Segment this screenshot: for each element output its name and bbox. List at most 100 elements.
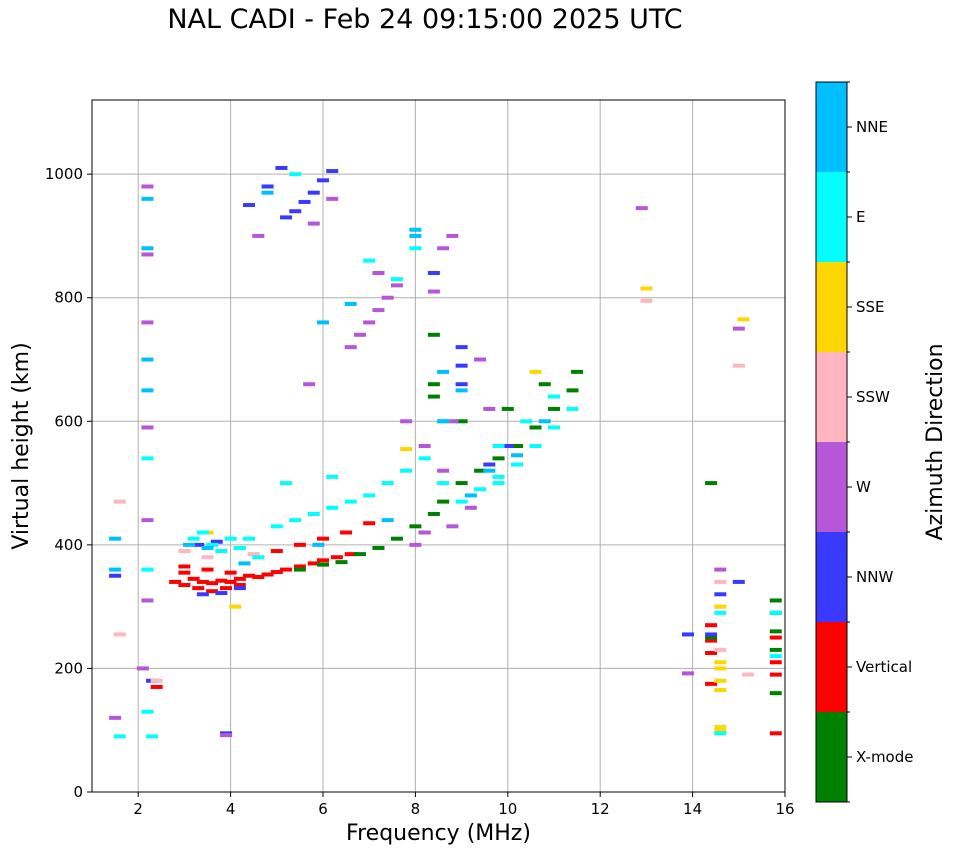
data-point-nnw — [455, 363, 468, 368]
colorbar-label: X-mode — [856, 748, 913, 766]
data-point-nnw — [483, 462, 496, 467]
data-point-vertical — [178, 570, 191, 575]
data-point-x-mode — [372, 545, 385, 550]
data-point-x-mode — [455, 419, 468, 424]
data-point-w — [464, 505, 477, 510]
data-point-e — [520, 419, 533, 424]
data-point-vertical — [293, 564, 306, 569]
data-point-w — [437, 246, 450, 251]
data-point-vertical — [705, 638, 718, 643]
data-point-nnw — [280, 215, 293, 220]
data-point-e — [381, 481, 394, 486]
data-point-x-mode — [529, 425, 542, 430]
x-axis-label: Frequency (MHz) — [346, 821, 531, 846]
data-point-w — [474, 357, 487, 362]
data-point-ssw — [732, 363, 745, 368]
data-point-e — [289, 518, 302, 523]
data-point-vertical — [215, 578, 228, 583]
data-point-x-mode — [474, 468, 487, 473]
colorbar-label: SSW — [856, 388, 890, 406]
data-point-nnw — [215, 591, 228, 596]
data-point-nne — [538, 419, 551, 424]
data-point-vertical — [178, 564, 191, 569]
data-point-w — [141, 598, 154, 603]
data-point-nnw — [233, 586, 246, 591]
data-point-nnw — [681, 632, 694, 637]
data-point-sse — [640, 286, 653, 291]
data-point-e — [769, 610, 782, 615]
y-tick-label: 1000 — [45, 165, 83, 183]
data-point-x-mode — [335, 560, 348, 565]
data-point-w — [307, 221, 320, 226]
data-point-e — [363, 493, 376, 498]
data-point-sse — [529, 369, 542, 374]
data-point-nnw — [289, 209, 302, 214]
data-point-vertical — [219, 586, 232, 591]
data-point-w — [714, 567, 727, 572]
colorbar-swatch-nnw — [816, 532, 847, 622]
data-point-vertical — [769, 731, 782, 736]
data-point-vertical — [196, 579, 209, 584]
data-point-ssw — [113, 499, 126, 504]
data-point-nne — [464, 493, 477, 498]
data-point-vertical — [187, 576, 200, 581]
data-point-nne — [312, 542, 325, 547]
data-point-vertical — [705, 650, 718, 655]
data-point-x-mode — [538, 382, 551, 387]
data-point-x-mode — [427, 382, 440, 387]
plot-frame — [91, 99, 786, 793]
data-point-vertical — [233, 583, 246, 588]
data-point-e — [224, 536, 237, 541]
data-point-e — [196, 530, 209, 535]
data-point-nne — [183, 542, 196, 547]
data-point-ssw — [178, 549, 191, 554]
data-point-nne — [141, 196, 154, 201]
colorbar-swatch-ssw — [816, 352, 847, 442]
data-point-nnw — [501, 444, 514, 448]
data-point-nnw — [714, 592, 727, 597]
data-point-nne — [141, 388, 154, 393]
data-point-vertical — [307, 561, 320, 566]
data-point-nne — [437, 369, 450, 374]
colorbar-label: NNE — [856, 118, 888, 136]
data-point-e — [280, 481, 293, 486]
data-point-nnw — [275, 165, 288, 170]
data-point-vertical — [317, 536, 329, 541]
data-point-ssw — [714, 647, 727, 652]
data-point-nne — [109, 567, 122, 572]
data-point-w — [109, 715, 122, 720]
data-point-x-mode — [427, 511, 440, 516]
data-point-w — [303, 382, 316, 387]
colorbar-title: Azimuth Direction — [923, 343, 948, 540]
y-tick-label: 600 — [54, 412, 83, 430]
data-point-w — [344, 345, 357, 350]
axis-ticks: 2 4 6 8 10 12 14 16 0 200 400 600 800 1000 — [45, 165, 795, 818]
data-point-ssw — [113, 632, 126, 637]
data-point-x-mode — [511, 444, 524, 448]
x-tick-label: 6 — [318, 800, 328, 818]
data-point-nne — [344, 301, 357, 306]
colorbar: X-mode Vertical NNW W SSW SSE E NNE — [815, 81, 913, 803]
data-point-w — [141, 252, 154, 257]
colorbar-label: E — [856, 208, 865, 226]
data-point-w — [418, 444, 431, 448]
data-point-w — [252, 233, 265, 238]
data-point-x-mode — [437, 499, 450, 504]
data-point-vertical — [317, 558, 329, 563]
data-point-ssw — [640, 298, 653, 303]
data-point-nne — [238, 561, 251, 566]
data-point-sse — [714, 728, 727, 733]
data-point-x-mode — [705, 481, 718, 486]
data-point-w — [141, 184, 154, 189]
data-point-e — [307, 511, 320, 516]
data-point-nnw — [261, 184, 274, 189]
data-point-ssw — [247, 552, 260, 557]
data-point-w — [141, 320, 154, 325]
colorbar-frame — [815, 81, 848, 803]
data-point-e — [492, 481, 505, 486]
data-point-e — [243, 536, 256, 541]
data-point-sse — [737, 317, 750, 322]
data-point-e — [344, 499, 357, 504]
